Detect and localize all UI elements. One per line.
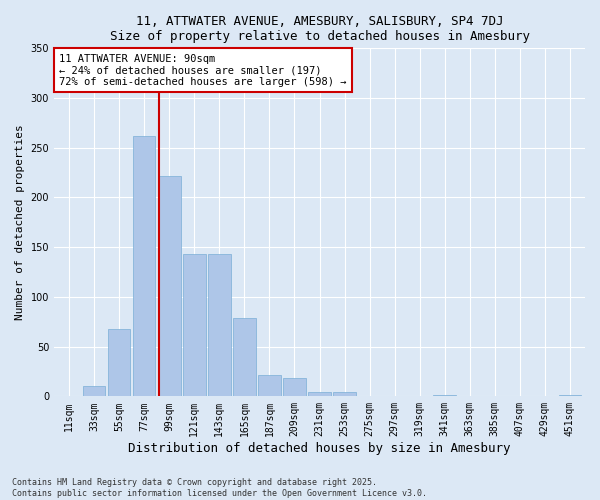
Text: 11 ATTWATER AVENUE: 90sqm
← 24% of detached houses are smaller (197)
72% of semi: 11 ATTWATER AVENUE: 90sqm ← 24% of detac… [59,54,347,87]
Text: Contains HM Land Registry data © Crown copyright and database right 2025.
Contai: Contains HM Land Registry data © Crown c… [12,478,427,498]
Bar [133,136,155,396]
Bar [183,254,206,396]
Bar [258,376,281,396]
X-axis label: Distribution of detached houses by size in Amesbury: Distribution of detached houses by size … [128,442,511,455]
Bar [83,386,106,396]
Bar [283,378,306,396]
Bar [333,392,356,396]
Bar [208,254,230,396]
Bar [233,318,256,396]
Bar [308,392,331,396]
Y-axis label: Number of detached properties: Number of detached properties [15,124,25,320]
Bar [158,176,181,396]
Title: 11, ATTWATER AVENUE, AMESBURY, SALISBURY, SP4 7DJ
Size of property relative to d: 11, ATTWATER AVENUE, AMESBURY, SALISBURY… [110,15,530,43]
Bar [108,328,130,396]
